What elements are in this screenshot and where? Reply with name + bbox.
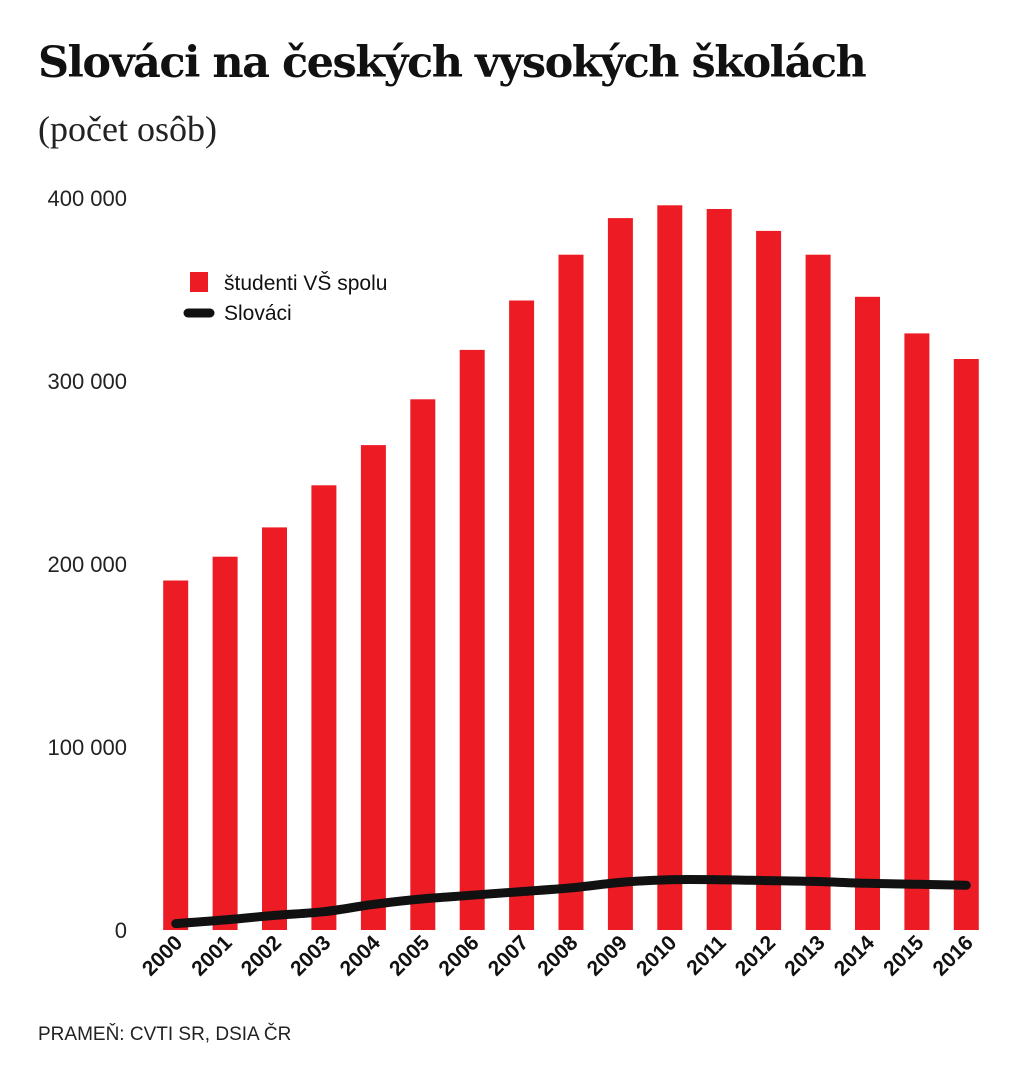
bar-2012 xyxy=(756,230,782,930)
bar-2008 xyxy=(558,254,584,930)
bar-2015 xyxy=(904,333,930,930)
chart-subtitle: (počet osôb) xyxy=(38,109,217,149)
legend-label-slovaci: Slováci xyxy=(224,302,292,325)
bar-2004 xyxy=(360,445,386,930)
x-tick-label: 2005 xyxy=(385,931,435,981)
x-tick-label: 2016 xyxy=(929,931,978,980)
bar-2014 xyxy=(855,296,880,930)
y-tick-label: 0 xyxy=(115,918,127,943)
x-tick-label: 2008 xyxy=(533,931,583,981)
bar-2005 xyxy=(410,399,436,930)
bar-2010 xyxy=(657,205,683,931)
x-tick-label: 2007 xyxy=(484,931,533,980)
line-group xyxy=(171,874,971,929)
bar-2011 xyxy=(706,209,732,930)
chart-title: Slováci na českých vysokých školách xyxy=(38,38,867,88)
bar-2001 xyxy=(212,556,238,930)
legend: študenti VŠ spolu Slováci xyxy=(183,272,387,325)
x-tick-label: 2006 xyxy=(434,931,483,980)
bar-2016 xyxy=(953,359,979,930)
x-tick-label: 2003 xyxy=(286,931,335,980)
y-tick-label: 100 000 xyxy=(47,735,127,760)
source-note: PRAMEŇ: CVTI SR, DSIA ČR xyxy=(38,1024,292,1045)
x-tick-label: 2011 xyxy=(682,931,731,980)
bar-2000 xyxy=(163,580,189,930)
bar-2009 xyxy=(607,218,633,931)
bar-2006 xyxy=(459,349,485,930)
legend-bar-swatch xyxy=(190,272,208,292)
x-tick-label: 2002 xyxy=(237,931,286,980)
y-axis: 0 100 000 200 000 300 000 400 000 xyxy=(47,186,127,943)
bar-2007 xyxy=(509,300,535,930)
x-tick-label: 2013 xyxy=(780,931,829,980)
bar-2002 xyxy=(262,527,287,930)
x-tick-label: 2014 xyxy=(830,931,880,981)
x-tick-label: 2009 xyxy=(583,931,632,980)
x-tick-label: 2000 xyxy=(138,931,187,980)
bars-group xyxy=(163,205,979,931)
legend-label-students: študenti VŠ spolu xyxy=(224,272,387,295)
bar-2003 xyxy=(311,485,337,930)
x-tick-label: 2010 xyxy=(632,931,681,980)
x-tick-label: 2001 xyxy=(187,931,237,981)
x-tick-label: 2012 xyxy=(731,931,780,980)
y-tick-label: 400 000 xyxy=(47,186,127,211)
x-tick-label: 2015 xyxy=(879,931,929,981)
line-slovaci xyxy=(171,874,971,929)
x-tick-label: 2004 xyxy=(336,931,386,981)
y-tick-label: 300 000 xyxy=(47,369,127,394)
bar-2013 xyxy=(805,254,831,930)
x-axis: 2000 2001 2002 2003 2004 2005 2006 2007 2008 2009… xyxy=(138,931,978,981)
y-tick-label: 200 000 xyxy=(47,552,127,577)
